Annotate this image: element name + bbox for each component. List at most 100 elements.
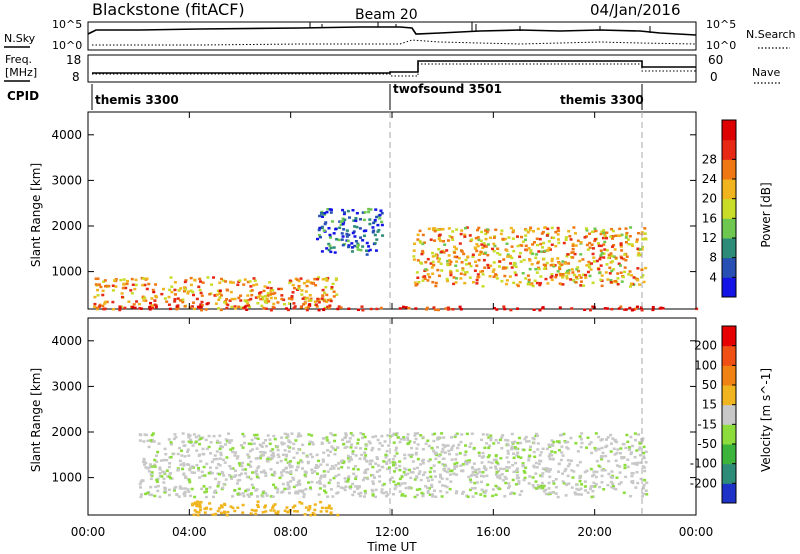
echo-cell bbox=[512, 281, 516, 285]
echo-cell bbox=[158, 468, 162, 471]
echo-cell bbox=[213, 512, 217, 516]
echo-cell bbox=[231, 506, 235, 510]
echo-cell bbox=[489, 438, 493, 442]
echo-cell bbox=[378, 468, 382, 472]
echo-cell bbox=[210, 283, 214, 286]
echo-cell bbox=[507, 466, 511, 469]
echo-cell bbox=[506, 255, 510, 258]
echo-cell bbox=[618, 471, 622, 474]
echo-cell bbox=[256, 437, 260, 440]
echo-cell bbox=[437, 460, 441, 464]
echo-cell bbox=[615, 464, 619, 467]
echo-cell bbox=[424, 268, 428, 271]
echo-cell bbox=[421, 473, 425, 477]
echo-cell bbox=[623, 463, 627, 467]
echo-cell bbox=[345, 232, 349, 236]
echo-cell bbox=[579, 284, 583, 287]
echo-cell bbox=[262, 490, 266, 493]
echo-cell bbox=[306, 461, 310, 465]
echo-cell bbox=[568, 462, 572, 466]
echo-cell bbox=[321, 458, 325, 461]
echo-cell bbox=[183, 487, 187, 490]
echo-cell bbox=[265, 297, 269, 301]
echo-cell bbox=[619, 481, 623, 484]
echo-cell bbox=[253, 433, 257, 437]
echo-cell bbox=[146, 467, 150, 470]
echo-cell bbox=[230, 439, 234, 442]
echo-cell bbox=[292, 442, 296, 446]
echo-cell bbox=[560, 263, 564, 266]
echo-cell bbox=[427, 444, 431, 448]
echo-cell bbox=[196, 504, 200, 508]
echo-cell bbox=[409, 455, 413, 458]
echo-cell bbox=[103, 300, 107, 304]
echo-cell bbox=[585, 264, 589, 267]
echo-cell bbox=[599, 255, 603, 258]
echo-cell bbox=[611, 485, 615, 488]
echo-cell bbox=[317, 233, 321, 237]
echo-cell bbox=[236, 506, 240, 510]
echo-cell bbox=[521, 271, 525, 275]
echo-cell bbox=[384, 453, 388, 457]
echo-cell bbox=[455, 461, 459, 465]
echo-cell bbox=[590, 495, 594, 499]
echo-cell bbox=[450, 436, 454, 439]
echo-cell bbox=[448, 487, 452, 491]
echo-cell bbox=[362, 218, 366, 222]
echo-cell bbox=[183, 455, 187, 458]
echo-cell bbox=[215, 457, 219, 461]
echo-cell bbox=[561, 480, 565, 483]
echo-cell bbox=[382, 460, 386, 463]
echo-cell bbox=[224, 302, 228, 305]
echo-cell bbox=[142, 299, 146, 302]
echo-cell bbox=[294, 439, 298, 442]
echo-cell bbox=[602, 256, 606, 259]
echo-cell bbox=[451, 444, 455, 448]
echo-cell bbox=[263, 504, 267, 507]
echo-cell bbox=[301, 451, 305, 455]
echo-cell bbox=[510, 432, 514, 436]
echo-cell bbox=[367, 440, 371, 443]
echo-cell bbox=[316, 481, 320, 484]
echo-cell bbox=[154, 305, 158, 309]
echo-cell bbox=[175, 493, 179, 497]
echo-cell bbox=[479, 250, 483, 254]
echo-cell bbox=[173, 293, 177, 296]
echo-cell bbox=[433, 308, 437, 312]
echo-cell bbox=[203, 490, 207, 494]
echo-cell bbox=[364, 454, 368, 457]
echo-cell bbox=[557, 462, 561, 465]
echo-cell bbox=[308, 507, 312, 510]
echo-cell bbox=[536, 442, 540, 445]
echo-cell bbox=[532, 437, 536, 441]
echo-cell bbox=[392, 441, 396, 444]
echo-cell bbox=[247, 442, 251, 446]
echo-cell bbox=[237, 487, 241, 491]
echo-cell bbox=[623, 270, 627, 274]
x-tick-label: 12:00 bbox=[375, 525, 410, 539]
echo-cell bbox=[499, 467, 503, 471]
echo-cell bbox=[402, 438, 406, 441]
echo-cell bbox=[475, 264, 479, 267]
echo-cell bbox=[539, 484, 543, 488]
echo-cell bbox=[374, 249, 378, 252]
echo-cell bbox=[491, 494, 495, 498]
echo-cell bbox=[609, 480, 613, 484]
echo-cell bbox=[635, 449, 639, 452]
echo-cell bbox=[215, 450, 219, 453]
echo-cell bbox=[473, 473, 477, 477]
echo-cell bbox=[426, 257, 430, 261]
colorbar-swatch bbox=[722, 238, 736, 259]
echo-cell bbox=[609, 252, 613, 255]
echo-cell bbox=[191, 290, 195, 294]
echo-cell bbox=[640, 495, 644, 498]
echo-cell bbox=[540, 250, 544, 253]
echo-cell bbox=[200, 300, 204, 304]
y-tick-label: 3000 bbox=[51, 379, 82, 393]
echo-cell bbox=[476, 244, 480, 248]
echo-cell bbox=[465, 226, 469, 229]
echo-cell bbox=[492, 458, 496, 462]
echo-cell bbox=[343, 477, 347, 480]
echo-cell bbox=[579, 493, 583, 496]
echo-cell bbox=[421, 249, 425, 253]
